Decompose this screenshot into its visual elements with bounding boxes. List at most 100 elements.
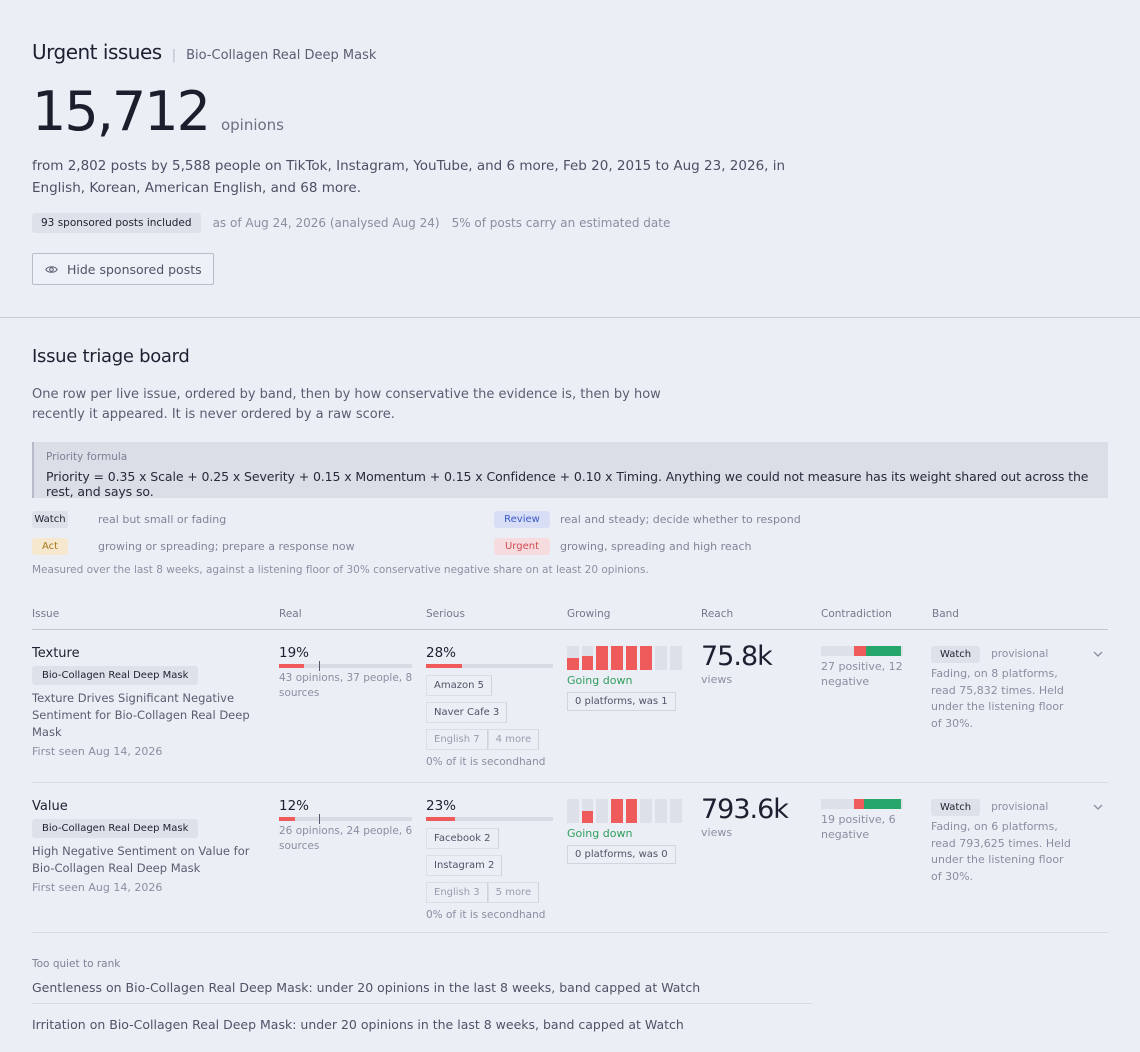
weekly-bar — [669, 646, 682, 670]
column-header-reach: Reach — [701, 608, 734, 620]
priority-formula: Priority formula Priority = 0.35 x Scale… — [32, 442, 1108, 499]
issue-description: High Negative Sentiment on Value for Bio… — [32, 844, 250, 875]
product-name: Bio-Collagen Real Deep Mask — [186, 48, 377, 63]
source-chip: Instagram 2 — [426, 855, 503, 876]
legend-desc: real and steady; decide whether to respo… — [560, 512, 801, 526]
chevron-down-icon[interactable] — [1093, 648, 1103, 661]
column-header-real: Real — [279, 608, 302, 620]
weekly-bars — [567, 646, 682, 670]
legend-item-watch: Watch real but small or fading — [32, 510, 494, 528]
serious-percent: 28% — [426, 645, 457, 661]
hide-sponsored-button[interactable]: Hide sponsored posts — [32, 253, 214, 285]
opinions-count: 15,712 — [32, 80, 211, 143]
contradiction-text: 27 positive, 12 negative — [821, 660, 903, 688]
weekly-bar — [655, 799, 667, 823]
weekly-bar-fill — [581, 655, 594, 670]
weekly-bar-fill — [625, 799, 638, 823]
band-legend: Watch real but small or fading Review re… — [32, 510, 1108, 555]
band-badge-act: Act — [32, 537, 68, 555]
title-separator: | — [171, 48, 177, 63]
estimated-date-note: 5% of posts carry an estimated date — [451, 216, 671, 230]
opinions-summary: 15,712 opinions — [32, 82, 1112, 142]
column-header-contradiction: Contradiction — [821, 608, 892, 620]
weekly-bar-fill — [581, 811, 594, 823]
weekly-bar — [596, 646, 609, 670]
serious-bar — [426, 817, 553, 821]
weekly-bars — [567, 799, 682, 823]
weekly-bar-fill — [596, 646, 609, 670]
legend-item-act: Act growing or spreading; prepare a resp… — [32, 537, 494, 555]
weekly-bar — [640, 799, 653, 823]
weekly-bar — [567, 799, 579, 823]
section-divider — [0, 317, 1140, 318]
band-row: Watch provisional — [931, 799, 1081, 816]
band-note: Fading, on 8 platforms, read 75,832 time… — [931, 667, 1064, 730]
eye-icon — [45, 265, 58, 273]
trend-label: Going down — [567, 674, 633, 687]
column-header-issue: Issue — [32, 608, 60, 620]
weekly-bar-fill — [611, 799, 623, 823]
contradiction-positive — [866, 646, 901, 656]
title-row: Urgent issues | Bio-Collagen Real Deep M… — [32, 40, 1112, 68]
page-title: Urgent issues — [32, 40, 162, 64]
issue-cell: Value Bio-Collagen Real Deep Mask High N… — [32, 799, 260, 894]
issue-table: Issue Real Serious Growing Reach Contrad… — [32, 603, 1108, 933]
too-quiet-title: Too quiet to rank — [32, 958, 121, 970]
band-badge-urgent: Urgent — [494, 537, 550, 555]
opinions-unit: opinions — [220, 116, 284, 134]
reach-cell: 793.6k views — [701, 794, 789, 840]
real-bar-fill — [279, 817, 295, 821]
language-chip: English 7 — [426, 729, 488, 750]
reach-value: 75.8k — [701, 641, 773, 672]
table-header: Issue Real Serious Growing Reach Contrad… — [32, 603, 1108, 630]
table-row[interactable]: Value Bio-Collagen Real Deep Mask High N… — [32, 783, 1108, 933]
weekly-bar — [625, 646, 638, 670]
hide-sponsored-label: Hide sponsored posts — [67, 261, 202, 277]
issue-cell: Texture Bio-Collagen Real Deep Mask Text… — [32, 646, 260, 758]
language-more-chip[interactable]: 4 more — [487, 729, 540, 750]
product-tag: Bio-Collagen Real Deep Mask — [32, 819, 199, 838]
weekly-bar — [567, 646, 579, 670]
contradiction-cell: 19 positive, 6 negative — [821, 799, 907, 842]
platforms-chip: 0 platforms, was 1 — [567, 692, 676, 711]
floor-tick — [319, 661, 320, 671]
legend-desc: real but small or fading — [98, 512, 227, 526]
formula-text: Priority = 0.35 x Scale + 0.25 x Severit… — [46, 469, 1089, 499]
weekly-bar — [655, 646, 667, 670]
weekly-bar — [611, 799, 623, 823]
weekly-bar — [640, 646, 653, 670]
real-bar-fill — [279, 664, 305, 668]
issue-description: Texture Drives Significant Negative Sent… — [32, 691, 250, 739]
real-detail: 43 opinions, 37 people, 8 sources — [279, 672, 413, 699]
legend-item-review: Review real and steady; decide whether t… — [494, 510, 1094, 528]
secondhand-note: 0% of it is secondhand — [426, 756, 546, 768]
source-chip: Facebook 2 — [426, 828, 499, 849]
contradiction-positive — [864, 799, 902, 809]
weekly-bar-fill — [640, 646, 653, 670]
contradiction-bar — [821, 646, 903, 656]
column-header-serious: Serious — [426, 608, 465, 620]
secondhand-note: 0% of it is secondhand — [426, 909, 546, 921]
contradiction-cell: 27 positive, 12 negative — [821, 646, 907, 689]
band-row: Watch provisional — [931, 646, 1081, 663]
weekly-bar — [669, 799, 682, 823]
chevron-down-icon[interactable] — [1093, 801, 1103, 814]
weekly-bar — [625, 799, 638, 823]
contradiction-negative — [853, 646, 867, 656]
page-header: Urgent issues | Bio-Collagen Real Deep M… — [32, 40, 1112, 285]
legend-desc: growing, spreading and high reach — [560, 539, 752, 553]
contradiction-text: 19 positive, 6 negative — [821, 813, 896, 841]
column-header-band: Band — [932, 608, 959, 620]
source-chip: Naver Cafe 3 — [426, 702, 508, 723]
contradiction-bar — [821, 799, 903, 809]
first-seen: First seen Aug 14, 2026 — [32, 745, 163, 758]
weekly-bar-fill — [611, 646, 623, 670]
serious-percent: 23% — [426, 798, 457, 814]
table-row[interactable]: Texture Bio-Collagen Real Deep Mask Text… — [32, 630, 1108, 783]
serious-bar — [426, 664, 553, 668]
language-more-chip[interactable]: 5 more — [487, 882, 540, 903]
formula-label: Priority formula — [46, 451, 128, 463]
